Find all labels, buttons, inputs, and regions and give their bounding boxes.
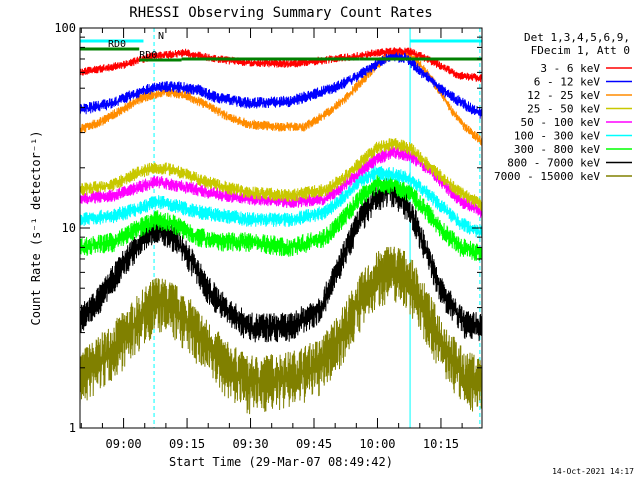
legend-label-7: 300 - 800 keV [514, 143, 600, 156]
legend-header-line-2: FDecim 1, Att 0 [531, 44, 630, 57]
x-axis-label: Start Time (29-Mar-07 08:49:42) [169, 455, 393, 469]
series-trace-8 [79, 176, 483, 343]
series-trace-1 [79, 47, 483, 83]
series-trace-4 [79, 137, 483, 212]
y-tick-label-2: 100 [54, 21, 76, 35]
y-tick-label-1: 10 [62, 221, 76, 235]
x-tick-label-0: 09:00 [106, 437, 142, 451]
generation-timestamp: 14-Oct-2021 14:17 [552, 467, 634, 476]
x-tick-label-2: 09:30 [232, 437, 268, 451]
legend-label-8: 800 - 7000 keV [507, 157, 600, 170]
legend-label-4: 25 - 50 keV [527, 103, 600, 116]
flag-label-2: RD0 [139, 50, 157, 61]
flag-label-0: N [158, 31, 164, 42]
series-trace-6 [79, 165, 483, 239]
legend: Det 1,3,4,5,6,9, FDecim 1, Att 0 3 - 6 k… [494, 31, 632, 183]
x-tick-label-3: 09:45 [296, 437, 332, 451]
series-trace-2 [79, 51, 483, 119]
legend-header-line-1: Det 1,3,4,5,6,9, [524, 31, 630, 44]
y-tick-label-0: 1 [69, 421, 76, 435]
x-tick-label-1: 09:15 [169, 437, 205, 451]
flag-label-1: RD0 [108, 39, 126, 50]
series-trace-7 [79, 174, 483, 262]
legend-label-6: 100 - 300 keV [514, 130, 600, 143]
legend-label-3: 12 - 25 keV [527, 89, 600, 102]
legend-label-9: 7000 - 15000 keV [494, 170, 600, 183]
legend-label-5: 50 - 100 keV [521, 116, 601, 129]
axes: 1 10 100 09:00 09:15 09:30 09:45 10:00 10:15 [54, 21, 482, 451]
series-trace-9 [79, 246, 483, 415]
legend-label-2: 6 - 12 keV [534, 76, 601, 89]
x-tick-label-4: 10:00 [359, 437, 395, 451]
y-axis-label: Count Rate (s⁻¹ detector⁻¹) [29, 130, 43, 325]
legend-label-1: 3 - 6 keV [540, 62, 600, 75]
x-tick-label-5: 10:15 [423, 437, 459, 451]
chart-title: RHESSI Observing Summary Count Rates [129, 5, 432, 21]
